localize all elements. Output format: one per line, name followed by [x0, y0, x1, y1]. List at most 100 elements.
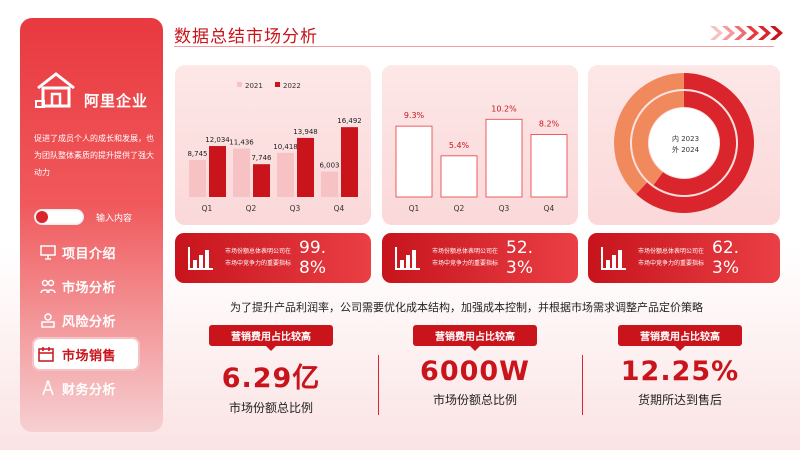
data-label: 12,034: [205, 136, 230, 144]
kpi-value: 6000W: [420, 356, 530, 387]
nav-label: 风险分析: [62, 314, 117, 330]
bar: [485, 118, 523, 198]
bar: [253, 164, 270, 197]
donut-chart: 内 2023 外 2024: [614, 73, 754, 213]
legend-swatch: [275, 82, 280, 87]
nav-label: 市场分析: [62, 280, 117, 296]
bar: [341, 127, 358, 197]
sidebar-item-market-sales[interactable]: 市场销售: [32, 337, 140, 371]
stat-text: 市场份额总体表明公司在市场中竞争力的重要指标: [225, 248, 292, 267]
kpi-divider: [378, 355, 379, 415]
kpi-label: 货期所达到售后: [637, 393, 722, 407]
donut-slice: [636, 73, 754, 213]
sidebar-item-risk-analysis[interactable]: 风险分析: [34, 303, 174, 337]
toggle-knob: [36, 211, 48, 223]
data-label: 9.3%: [404, 111, 425, 120]
data-label: 10.2%: [491, 104, 517, 113]
donut-slice: [632, 91, 684, 186]
data-label: 8,745: [187, 150, 207, 158]
bar: [189, 159, 206, 197]
stat-value: 62.3%: [712, 238, 740, 278]
risk-icon: [41, 313, 55, 328]
kpi-label: 市场份额总比例: [228, 401, 313, 415]
data-label: 10,418: [273, 143, 298, 151]
kpi-label: 市场份额总比例: [432, 393, 517, 407]
sidebar-item-project-intro[interactable]: 项目介绍: [34, 235, 174, 269]
tick-label: Q3: [499, 204, 510, 213]
stat-card-1: 市场份额总体表明公司在市场中竞争力的重要指标 99.8%: [175, 233, 371, 283]
input-label: 输入内容: [96, 213, 133, 224]
strategy-text: 为了提升产品利润率，公司需要优化成本结构，加强成本控制，并根据市场需求调整产品定…: [230, 301, 703, 314]
data-label: 5.4%: [449, 141, 470, 150]
stat-text: 市场份额总体表明公司在市场中竞争力的重要指标: [638, 248, 705, 267]
kpi-pill: 营销费用占比较高: [209, 325, 333, 351]
tick-label: Q2: [454, 204, 465, 213]
legend-label: 2021: [245, 82, 263, 90]
kpi-pill: 营销费用占比较高: [618, 325, 742, 351]
chart-card-quarterly: 2021 2022 8,745 12,034 Q1 11,436 7,746 Q2 10,418…: [175, 65, 371, 225]
donut-label: 外 2024: [672, 145, 700, 154]
data-label: 16,492: [337, 117, 362, 125]
bar: [297, 137, 314, 197]
brand: 阿里企业: [34, 68, 148, 112]
bar: [277, 152, 294, 197]
donut-label: 内 2023: [672, 134, 699, 143]
tick-label: Q2: [246, 204, 257, 213]
stat-text: 市场份额总体表明公司在市场中竞争力的重要指标: [432, 248, 499, 267]
chevron-decoration-icon: [710, 26, 783, 40]
tick-label: Q1: [202, 204, 213, 213]
kpi-pill: 营销费用占比较高: [413, 325, 537, 351]
stat-card-3: 市场份额总体表明公司在市场中竞争力的重要指标 62.3%: [588, 233, 780, 283]
sidebar-item-finance-analysis[interactable]: 财务分析: [34, 371, 174, 405]
bar: [395, 125, 433, 198]
sidebar-item-market-analysis[interactable]: 市场分析: [34, 269, 174, 303]
company-name: 阿里企业: [84, 91, 149, 110]
stat-value: 52.3%: [506, 238, 534, 278]
legend-label: 2022: [283, 82, 301, 90]
nav-label: 项目介绍: [62, 246, 117, 262]
bar-growth-icon: [188, 247, 213, 270]
data-label: 13,948: [293, 128, 318, 136]
nav-label: 财务分析: [62, 382, 117, 398]
bar-growth-icon: [395, 247, 420, 270]
chart-card-donut: 内 2023 外 2024: [588, 65, 780, 225]
team-icon: [40, 279, 56, 294]
tick-label: Q3: [290, 204, 301, 213]
tick-label: Q1: [409, 204, 420, 213]
house-icon: [35, 72, 75, 108]
kpi-divider: [582, 355, 583, 415]
data-label: 6,003: [319, 162, 339, 170]
kpi-1: 营销费用占比较高 6.29亿 市场份额总比例: [196, 325, 346, 416]
donut-slice: [653, 91, 736, 195]
bar: [209, 146, 226, 197]
sidebar-nav: 项目介绍 市场分析 风险分析 市场销售 财务分析: [32, 235, 174, 405]
chart-card-percent: 9.3% Q1 5.4% Q2 10.2% Q3 8.2% Q4: [382, 65, 578, 225]
bar: [440, 155, 478, 198]
input-toggle-row: 输入内容: [34, 209, 132, 225]
bar: [530, 134, 568, 198]
bar: [321, 171, 338, 197]
percent-bar-chart: 9.3% Q1 5.4% Q2 10.2% Q3 8.2% Q4: [395, 104, 568, 213]
data-label: 7,746: [251, 154, 272, 162]
tick-label: Q4: [334, 204, 345, 213]
stat-card-2: 市场份额总体表明公司在市场中竞争力的重要指标 52.3%: [382, 233, 578, 283]
company-description: 促进了成员个人的成长和发展，也为团队整体素质的提升提供了强大动力: [34, 134, 154, 177]
legend-swatch: [237, 82, 242, 87]
data-label: 8.2%: [539, 120, 560, 129]
stat-value: 99.8%: [299, 238, 327, 278]
page-title: 数据总结市场分析: [174, 27, 318, 47]
presentation-icon: [40, 245, 56, 260]
bar: [233, 148, 250, 197]
data-label: 11,436: [229, 139, 254, 147]
input-toggle[interactable]: [34, 209, 84, 225]
kpi-value: 12.25%: [620, 356, 740, 387]
nav-label: 市场销售: [62, 348, 117, 364]
kpi-value: 6.29亿: [221, 363, 321, 394]
donut-slice: [614, 73, 684, 195]
tick-label: Q4: [544, 204, 555, 213]
compass-icon: [42, 380, 54, 396]
calendar-icon: [38, 347, 54, 362]
header-divider: [174, 46, 774, 47]
bar-growth-icon: [601, 247, 626, 270]
kpi-3: 营销费用占比较高 12.25% 货期所达到售后: [605, 325, 755, 408]
